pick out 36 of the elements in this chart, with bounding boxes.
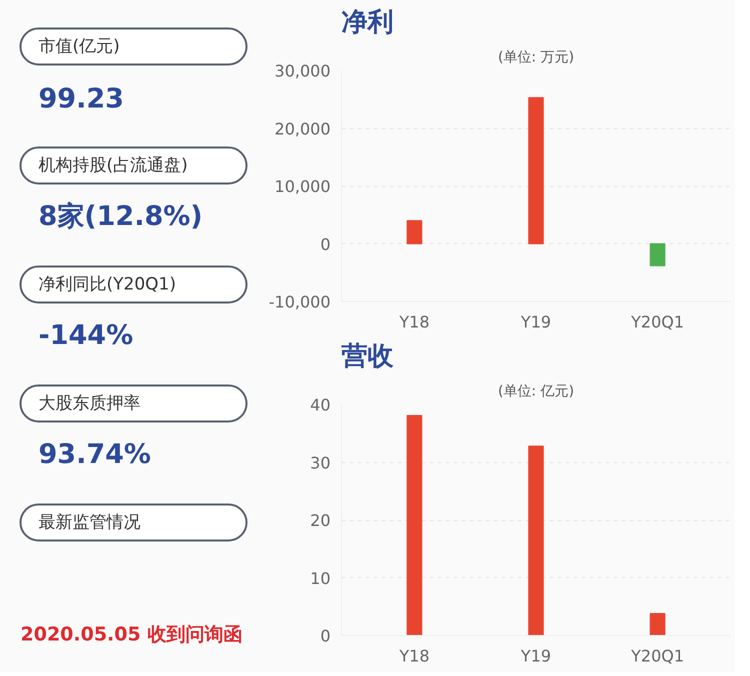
bar [406,220,422,244]
y-tick-label: 30,000 [274,62,330,80]
text: -144% [38,320,134,351]
chart-title: 营收 [340,342,394,372]
bar [650,243,666,266]
y-tick-label: 0 [320,234,331,254]
chart-subtitle: (单位: 亿元) [498,384,574,400]
y-tick-label: 20,000 [274,119,330,138]
y-tick-label: 10 [310,568,330,588]
text: 93.74% [38,439,151,470]
chart-title: 净利 [342,8,394,38]
x-tick-label: Y19 [520,312,552,332]
category-label: 净利同比(Y20Q1) [38,274,176,294]
text: 8家(12.8%) [38,201,203,232]
x-tick-label: Y20Q1 [630,312,684,332]
bar [406,414,422,636]
category-label: 最新监管情况 [38,512,140,532]
y-tick-label: 10,000 [274,177,330,196]
x-tick-label: Y18 [398,646,430,666]
y-tick-label: 40 [310,396,330,414]
chart-subtitle: (单位: 万元) [498,50,574,66]
category-label: 机构持股(占流通盘) [38,156,188,176]
text: 99.23 [38,84,124,114]
bar [528,446,544,636]
y-tick-label: -10,000 [268,292,331,312]
bar [650,613,666,636]
y-tick-label: 0 [320,626,331,646]
category-label: 市值(亿元) [38,36,120,56]
y-tick-label: 30 [310,453,330,472]
y-tick-label: 20 [310,511,330,530]
x-tick-label: Y18 [398,312,430,332]
x-tick-label: Y19 [520,646,552,666]
x-tick-label: Y20Q1 [630,646,684,666]
bar [528,97,544,244]
category-label: 大股东质押率 [38,394,140,414]
text: 2020.05.05 收到问询函 [20,624,242,646]
